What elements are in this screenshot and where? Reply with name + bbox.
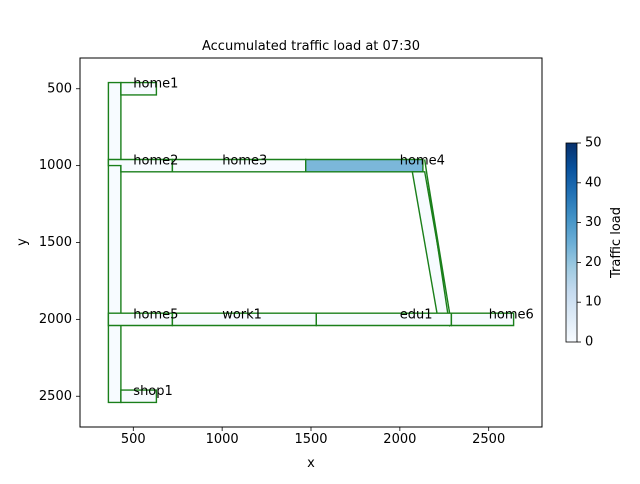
x-axis: 500 1000 1500 2000 2500 bbox=[121, 427, 505, 447]
colorbar-tick-label: 10 bbox=[585, 295, 602, 310]
x-tick-label: 1500 bbox=[294, 432, 327, 447]
location-label-home2: home2 bbox=[133, 154, 178, 169]
location-label-home5: home5 bbox=[133, 307, 178, 322]
chart-title: Accumulated traffic load at 07:30 bbox=[202, 39, 420, 54]
y-tick-label: 2500 bbox=[39, 389, 72, 404]
y-tick-label: 500 bbox=[47, 81, 72, 96]
road-network bbox=[107, 81, 515, 404]
location-label-home4: home4 bbox=[400, 154, 445, 169]
colorbar: 0 10 20 30 40 50 Traffic load bbox=[565, 136, 624, 350]
location-label-home3: home3 bbox=[222, 154, 267, 169]
location-label-shop1: shop1 bbox=[133, 384, 173, 399]
colorbar-tick-label: 0 bbox=[585, 335, 593, 350]
y-tick-label: 2000 bbox=[39, 312, 72, 327]
location-label-home1: home1 bbox=[133, 77, 178, 92]
y-tick-label: 1500 bbox=[39, 235, 72, 250]
colorbar-tick-label: 50 bbox=[585, 136, 602, 151]
x-tick-label: 500 bbox=[121, 432, 146, 447]
road-segment-1 bbox=[107, 81, 122, 404]
location-label-edu1: edu1 bbox=[400, 307, 433, 322]
colorbar-ticks: 0 10 20 30 40 50 bbox=[577, 136, 602, 350]
y-axis: 500 1000 1500 2000 2500 bbox=[39, 81, 80, 404]
road-segment-2 bbox=[120, 81, 158, 96]
colorbar-gradient bbox=[565, 142, 578, 343]
plot-area-frame bbox=[79, 57, 543, 428]
x-tick-label: 2000 bbox=[383, 432, 416, 447]
x-tick-label: 1000 bbox=[206, 432, 239, 447]
y-tick-label: 1000 bbox=[39, 158, 72, 173]
colorbar-label: Traffic load bbox=[609, 207, 624, 279]
location-labels: home1 home2 home3 home4 home5 work1 edu1 home6 s… bbox=[133, 77, 534, 400]
location-label-home6: home6 bbox=[489, 307, 534, 322]
colorbar-tick-label: 30 bbox=[585, 215, 602, 230]
location-label-work1: work1 bbox=[222, 307, 262, 322]
y-axis-label: y bbox=[15, 238, 30, 246]
colorbar-tick-label: 20 bbox=[585, 255, 602, 270]
x-tick-label: 2500 bbox=[472, 432, 505, 447]
road-segment-11 bbox=[450, 312, 515, 327]
colorbar-tick-label: 40 bbox=[585, 175, 602, 190]
road-segment-12 bbox=[120, 389, 158, 404]
x-axis-label: x bbox=[307, 456, 315, 471]
